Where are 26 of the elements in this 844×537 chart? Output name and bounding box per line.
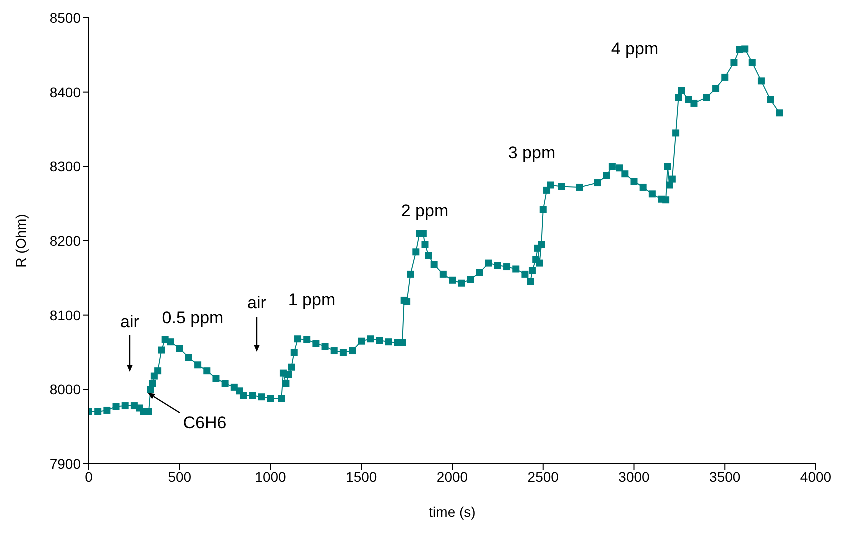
- y-tick-label: 8500: [50, 10, 82, 26]
- y-axis-title: R (Ohm): [12, 214, 29, 268]
- x-tick-label: 1000: [255, 468, 287, 485]
- x-tick-label: 1500: [346, 468, 378, 485]
- x-axis-title: time (s): [429, 504, 476, 520]
- y-tick-label: 7900: [50, 456, 82, 472]
- x-tick-label: 3500: [710, 468, 741, 485]
- annotation: 4 ppm: [611, 40, 659, 58]
- y-tick-label: 8000: [50, 382, 82, 398]
- y-tick-label: 8400: [50, 84, 82, 100]
- y-tick-label: 8200: [50, 232, 82, 249]
- x-tick-label: 3000: [618, 468, 650, 485]
- x-tick-label: 2500: [528, 468, 560, 485]
- x-tick-label: 0: [85, 468, 94, 485]
- annotation: 0.5 ppm: [162, 308, 224, 328]
- x-tick-label: 500: [168, 468, 192, 485]
- annotation: air: [248, 294, 267, 312]
- x-tick-label: 4000: [800, 468, 832, 485]
- y-tick-label: 8100: [50, 307, 82, 324]
- x-tick-label: 2000: [436, 468, 468, 485]
- annotation: C6H6: [183, 414, 227, 432]
- annotation: 2 ppm: [401, 202, 449, 220]
- annotation: 3 ppm: [508, 144, 556, 162]
- annotation: air: [120, 312, 140, 332]
- y-tick-label: 8300: [50, 158, 82, 175]
- annotation: 1 ppm: [288, 290, 336, 310]
